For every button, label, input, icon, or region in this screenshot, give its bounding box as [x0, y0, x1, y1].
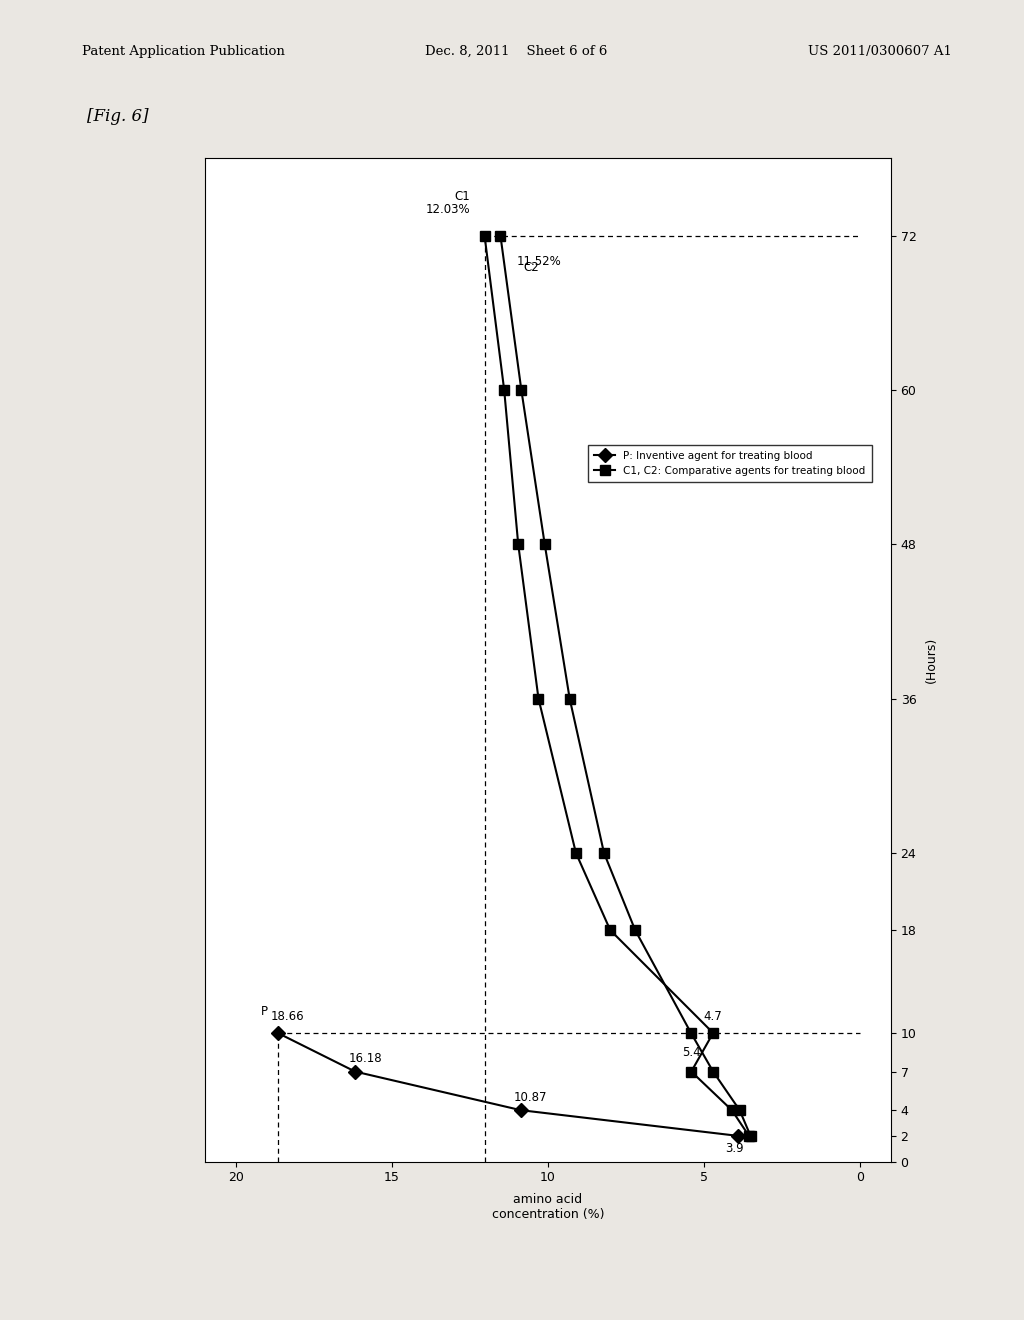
Text: 3.9: 3.9: [726, 1142, 744, 1155]
Text: 12.03%: 12.03%: [425, 203, 470, 216]
Text: 10.87: 10.87: [514, 1090, 547, 1104]
Text: P: P: [261, 1005, 268, 1018]
Text: [Fig. 6]: [Fig. 6]: [87, 108, 148, 125]
Legend: P: Inventive agent for treating blood, C1, C2: Comparative agents for treating b: P: Inventive agent for treating blood, C…: [588, 445, 872, 482]
Text: 4.7: 4.7: [703, 1010, 723, 1023]
Text: C1: C1: [454, 190, 470, 203]
Text: C2: C2: [523, 261, 539, 275]
Text: 16.18: 16.18: [348, 1052, 382, 1065]
Text: Patent Application Publication: Patent Application Publication: [82, 45, 285, 58]
Text: 5.4: 5.4: [682, 1045, 700, 1059]
Text: Dec. 8, 2011    Sheet 6 of 6: Dec. 8, 2011 Sheet 6 of 6: [425, 45, 607, 58]
Text: 18.66: 18.66: [270, 1010, 304, 1023]
Text: US 2011/0300607 A1: US 2011/0300607 A1: [808, 45, 952, 58]
Y-axis label: (Hours): (Hours): [925, 636, 938, 684]
X-axis label: amino acid
concentration (%): amino acid concentration (%): [492, 1193, 604, 1221]
Text: 11.52%: 11.52%: [517, 255, 561, 268]
